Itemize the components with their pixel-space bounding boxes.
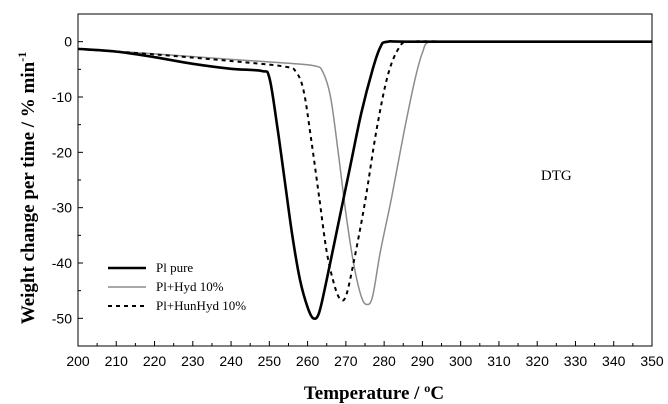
y-tick-label: 0 [64,34,72,50]
series-line-3 [77,40,652,302]
x-tick-label: 270 [334,353,358,369]
y-axis-title: Weight change per time / % min-1 [15,52,39,324]
x-tick-label: 240 [219,353,243,369]
y-tick-label: -30 [52,200,72,216]
x-tick-label: 350 [640,353,664,369]
x-tick-label: 220 [143,353,167,369]
y-axis-ticks: 0 -10 -20 -30 -40 -50 [52,13,83,347]
x-tick-label: 290 [411,353,435,369]
x-tick-label: 340 [602,353,626,369]
legend-label-1: Pl pure [156,260,193,275]
dtg-annotation: DTG [541,168,572,184]
series-line-1 [77,39,652,321]
x-tick-label: 210 [105,353,129,369]
x-tick-label: 200 [66,353,90,369]
y-axis-title-main: Weight change per time / % min [18,61,39,324]
x-tick-label: 320 [526,353,550,369]
y-tick-label: -10 [52,89,72,105]
x-axis-title: Temperature / ºC [304,383,444,404]
legend-label-3: Pl+HunHyd 10% [156,298,246,313]
x-tick-label: 260 [296,353,320,369]
x-axis-ticks: 200 210 220 230 240 250 260 270 280 290 300 310 320 3… [66,341,664,369]
y-tick-label: -50 [52,310,72,326]
x-tick-label: 250 [258,353,282,369]
legend: Pl pure Pl+Hyd 10% Pl+HunHyd 10% [108,260,246,313]
legend-label-2: Pl+Hyd 10% [156,279,224,294]
series-group [77,39,652,321]
series-line-2 [77,40,652,306]
x-tick-label: 330 [564,353,588,369]
x-tick-label: 310 [487,353,511,369]
x-tick-label: 300 [449,353,473,369]
y-axis-title-sup: -1 [15,52,29,62]
x-tick-label: 230 [181,353,205,369]
x-tick-label: 280 [372,353,396,369]
y-tick-label: -20 [52,144,72,160]
y-tick-label: -40 [52,255,72,271]
